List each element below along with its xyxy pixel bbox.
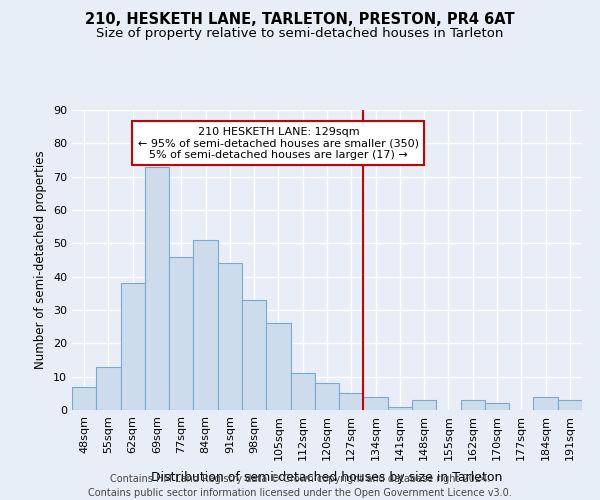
- Bar: [266, 324, 290, 410]
- Bar: [339, 394, 364, 410]
- Text: 210, HESKETH LANE, TARLETON, PRESTON, PR4 6AT: 210, HESKETH LANE, TARLETON, PRESTON, PR…: [85, 12, 515, 28]
- Bar: [485, 404, 509, 410]
- Y-axis label: Number of semi-detached properties: Number of semi-detached properties: [34, 150, 47, 370]
- Bar: [145, 166, 169, 410]
- Bar: [242, 300, 266, 410]
- Bar: [290, 374, 315, 410]
- Bar: [461, 400, 485, 410]
- Bar: [533, 396, 558, 410]
- Bar: [315, 384, 339, 410]
- Bar: [364, 396, 388, 410]
- Bar: [193, 240, 218, 410]
- Bar: [96, 366, 121, 410]
- Bar: [388, 406, 412, 410]
- Text: 210 HESKETH LANE: 129sqm
← 95% of semi-detached houses are smaller (350)
5% of s: 210 HESKETH LANE: 129sqm ← 95% of semi-d…: [138, 126, 419, 160]
- Bar: [72, 386, 96, 410]
- Bar: [169, 256, 193, 410]
- Text: Contains HM Land Registry data © Crown copyright and database right 2024.
Contai: Contains HM Land Registry data © Crown c…: [88, 474, 512, 498]
- Bar: [558, 400, 582, 410]
- Bar: [121, 284, 145, 410]
- Bar: [218, 264, 242, 410]
- Bar: [412, 400, 436, 410]
- X-axis label: Distribution of semi-detached houses by size in Tarleton: Distribution of semi-detached houses by …: [151, 471, 503, 484]
- Text: Size of property relative to semi-detached houses in Tarleton: Size of property relative to semi-detach…: [97, 28, 503, 40]
